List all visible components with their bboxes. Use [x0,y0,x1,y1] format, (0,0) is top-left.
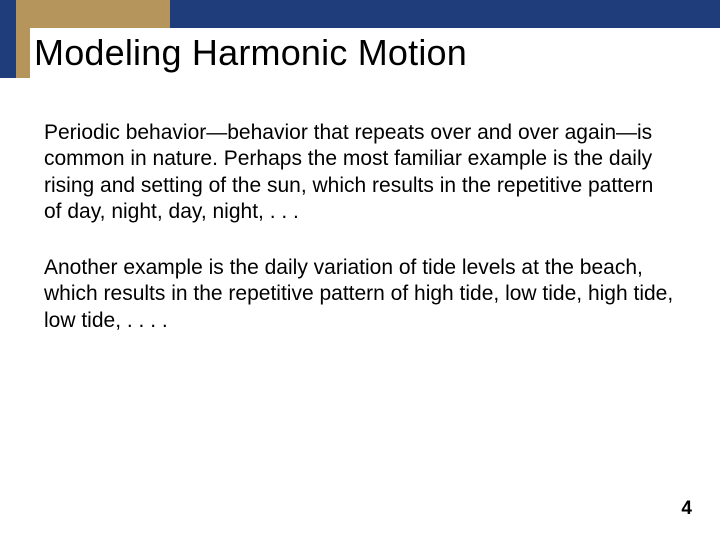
slide-title: Modeling Harmonic Motion [30,32,467,74]
slide-content: Periodic behavior—behavior that repeats … [0,78,720,334]
body-paragraph: Another example is the daily variation o… [44,255,676,334]
title-container: Modeling Harmonic Motion [30,28,720,78]
page-number: 4 [681,498,692,520]
body-paragraph: Periodic behavior—behavior that repeats … [44,120,676,225]
header-band: Modeling Harmonic Motion [0,0,720,78]
